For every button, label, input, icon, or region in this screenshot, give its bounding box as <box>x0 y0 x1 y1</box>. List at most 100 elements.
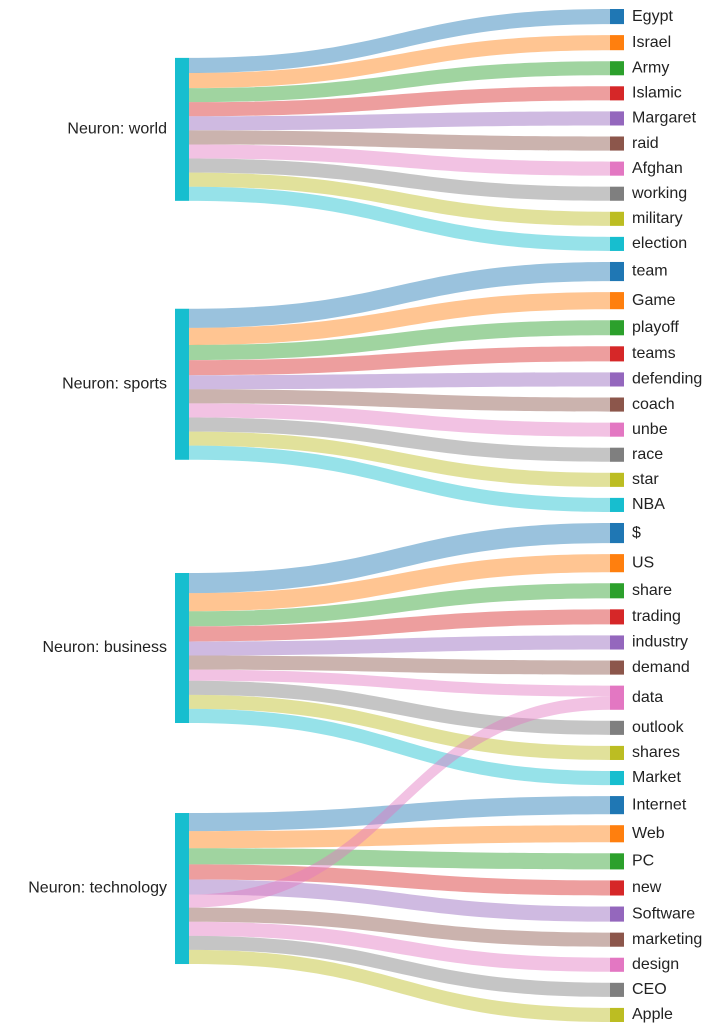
node <box>610 770 624 786</box>
node-label: coach <box>632 396 675 413</box>
link <box>189 372 610 390</box>
node-label: Web <box>632 825 665 842</box>
node <box>610 583 624 599</box>
node <box>610 292 624 310</box>
node <box>610 932 624 947</box>
node-label: unbe <box>632 421 668 438</box>
node <box>610 1007 624 1022</box>
link <box>189 921 610 972</box>
link <box>189 694 610 760</box>
node-label: defending <box>632 371 702 388</box>
link <box>189 172 610 226</box>
node-label: teams <box>632 345 676 362</box>
node-label: Neuron: sports <box>62 375 167 392</box>
link <box>189 144 610 176</box>
link <box>189 431 610 487</box>
node-label: star <box>632 471 659 488</box>
node <box>610 422 624 437</box>
node-label: Islamic <box>632 85 682 102</box>
link <box>189 848 610 870</box>
node <box>610 720 624 735</box>
node <box>610 9 624 25</box>
node-label: design <box>632 956 679 973</box>
node <box>610 261 624 282</box>
node-label: race <box>632 446 663 463</box>
node-label: military <box>632 210 683 227</box>
link <box>189 907 610 947</box>
node-label: Neuron: world <box>67 121 167 138</box>
node <box>175 813 189 965</box>
link <box>189 389 610 412</box>
node-label: Game <box>632 292 676 309</box>
link <box>189 261 610 328</box>
link <box>189 708 610 786</box>
link <box>189 417 610 462</box>
node <box>610 35 624 51</box>
node <box>610 211 624 226</box>
node-label: marketing <box>632 931 702 948</box>
link <box>189 61 610 103</box>
node <box>610 346 624 362</box>
node-label: Army <box>632 59 669 76</box>
node-label: Market <box>632 769 681 786</box>
node <box>610 635 624 650</box>
node-label: Neuron: technology <box>28 880 167 897</box>
node-label: Apple <box>632 1006 673 1023</box>
node-label: new <box>632 879 662 896</box>
node <box>610 796 624 815</box>
link <box>189 796 610 832</box>
node-label: PC <box>632 853 654 870</box>
node <box>610 609 624 625</box>
node <box>610 136 624 151</box>
node-label: data <box>632 689 663 706</box>
node-label: CEO <box>632 981 667 998</box>
link <box>189 35 610 89</box>
link <box>189 825 610 849</box>
node-label: industry <box>632 634 688 651</box>
link <box>189 935 610 997</box>
link <box>189 86 610 117</box>
node <box>610 497 624 512</box>
node-label: $ <box>632 524 641 541</box>
links <box>189 9 610 1022</box>
node-label: working <box>631 185 687 202</box>
link <box>189 696 610 908</box>
node <box>610 472 624 487</box>
node-label: outlook <box>632 719 685 736</box>
node-label: Margaret <box>632 110 697 127</box>
link <box>189 445 610 512</box>
link <box>189 583 610 627</box>
link <box>189 949 610 1022</box>
node <box>610 906 624 922</box>
node <box>610 825 624 843</box>
node-label: shares <box>632 744 680 761</box>
node <box>610 660 624 675</box>
nodes: Neuron: world Neuron: sports Neuron: busin… <box>28 8 702 1023</box>
node <box>610 982 624 997</box>
link <box>189 680 610 735</box>
link <box>189 864 610 896</box>
node <box>610 111 624 126</box>
node <box>610 522 624 544</box>
node <box>610 685 624 710</box>
link <box>189 554 610 612</box>
link <box>189 346 610 376</box>
node <box>610 853 624 870</box>
node-label: demand <box>632 659 690 676</box>
link <box>189 655 610 675</box>
link <box>189 130 610 151</box>
node-label: NBA <box>632 496 665 513</box>
link <box>189 522 610 594</box>
node-label: share <box>632 582 672 599</box>
node-label: Afghan <box>632 160 683 177</box>
node <box>175 57 189 201</box>
node-label: Neuron: business <box>42 639 167 656</box>
link <box>189 9 610 73</box>
link <box>189 158 610 201</box>
node <box>610 186 624 201</box>
link <box>189 292 610 345</box>
node <box>610 61 624 76</box>
link <box>189 635 610 656</box>
node <box>175 572 189 724</box>
node <box>610 957 624 972</box>
